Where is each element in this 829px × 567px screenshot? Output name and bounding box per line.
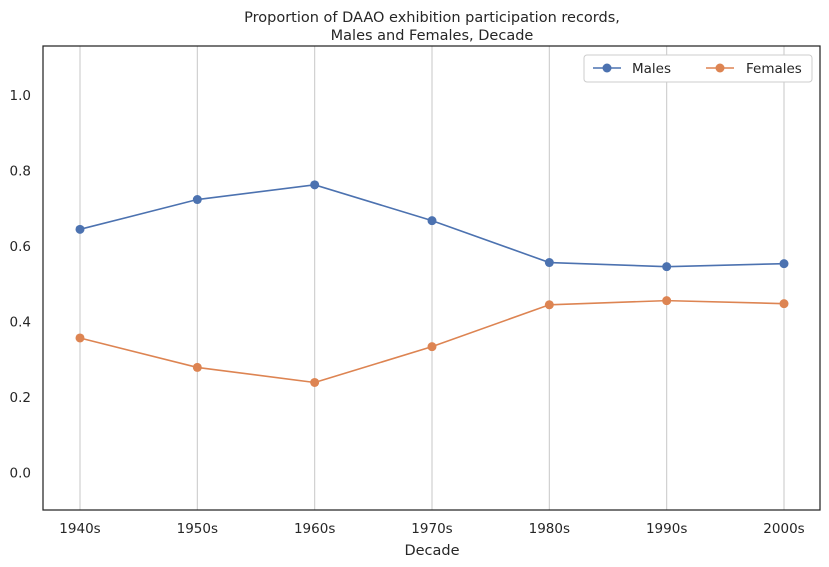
x-tick-label: 1960s xyxy=(294,521,335,537)
x-tick-labels: 1940s 1950s 1960s 1970s 1980s 1990s 2000s xyxy=(59,521,804,537)
x-tick-label: 1990s xyxy=(646,521,687,537)
data-point-males xyxy=(75,224,85,234)
y-tick-labels: 0.0 0.2 0.4 0.6 0.8 1.0 xyxy=(10,88,31,481)
data-point-females xyxy=(662,296,672,306)
chart-title: Proportion of DAAO exhibition participat… xyxy=(244,10,620,44)
data-point-females xyxy=(192,362,202,372)
x-axis-label: Decade xyxy=(404,543,459,559)
gridlines xyxy=(79,46,785,510)
data-point-males xyxy=(662,262,672,272)
data-point-females xyxy=(779,299,789,309)
y-tick-label: 0.0 xyxy=(10,465,31,481)
chart-title-line-1: Proportion of DAAO exhibition participat… xyxy=(244,10,620,26)
legend-females-label: Females xyxy=(746,61,802,77)
y-tick-label: 1.0 xyxy=(10,88,31,104)
x-tick-label: 1950s xyxy=(177,521,218,537)
plot-frame xyxy=(42,45,821,511)
legend-box xyxy=(583,54,813,83)
data-point-females xyxy=(544,300,554,310)
series-layer xyxy=(75,180,789,387)
data-point-males xyxy=(427,216,437,226)
data-point-females xyxy=(310,377,320,387)
data-point-males xyxy=(310,180,320,190)
y-tick-label: 0.8 xyxy=(10,163,31,179)
legend-males-label: Males xyxy=(632,61,671,77)
data-point-males xyxy=(779,259,789,269)
data-point-females xyxy=(427,342,437,352)
x-tick-label: 1980s xyxy=(529,521,570,537)
data-point-males xyxy=(192,195,202,205)
x-tick-label: 2000s xyxy=(763,521,804,537)
legend-females-marker xyxy=(715,63,725,73)
data-point-males xyxy=(544,258,554,268)
y-tick-label: 0.4 xyxy=(10,314,31,330)
y-tick-label: 0.6 xyxy=(10,239,31,255)
x-tick-label: 1970s xyxy=(411,521,452,537)
x-tick-label: 1940s xyxy=(59,521,100,537)
y-tick-label: 0.2 xyxy=(10,390,31,406)
legend: Males Females xyxy=(583,54,813,83)
data-point-females xyxy=(75,333,85,343)
chart-title-line-2: Males and Females, Decade xyxy=(331,28,534,44)
legend-males-marker xyxy=(602,63,612,73)
